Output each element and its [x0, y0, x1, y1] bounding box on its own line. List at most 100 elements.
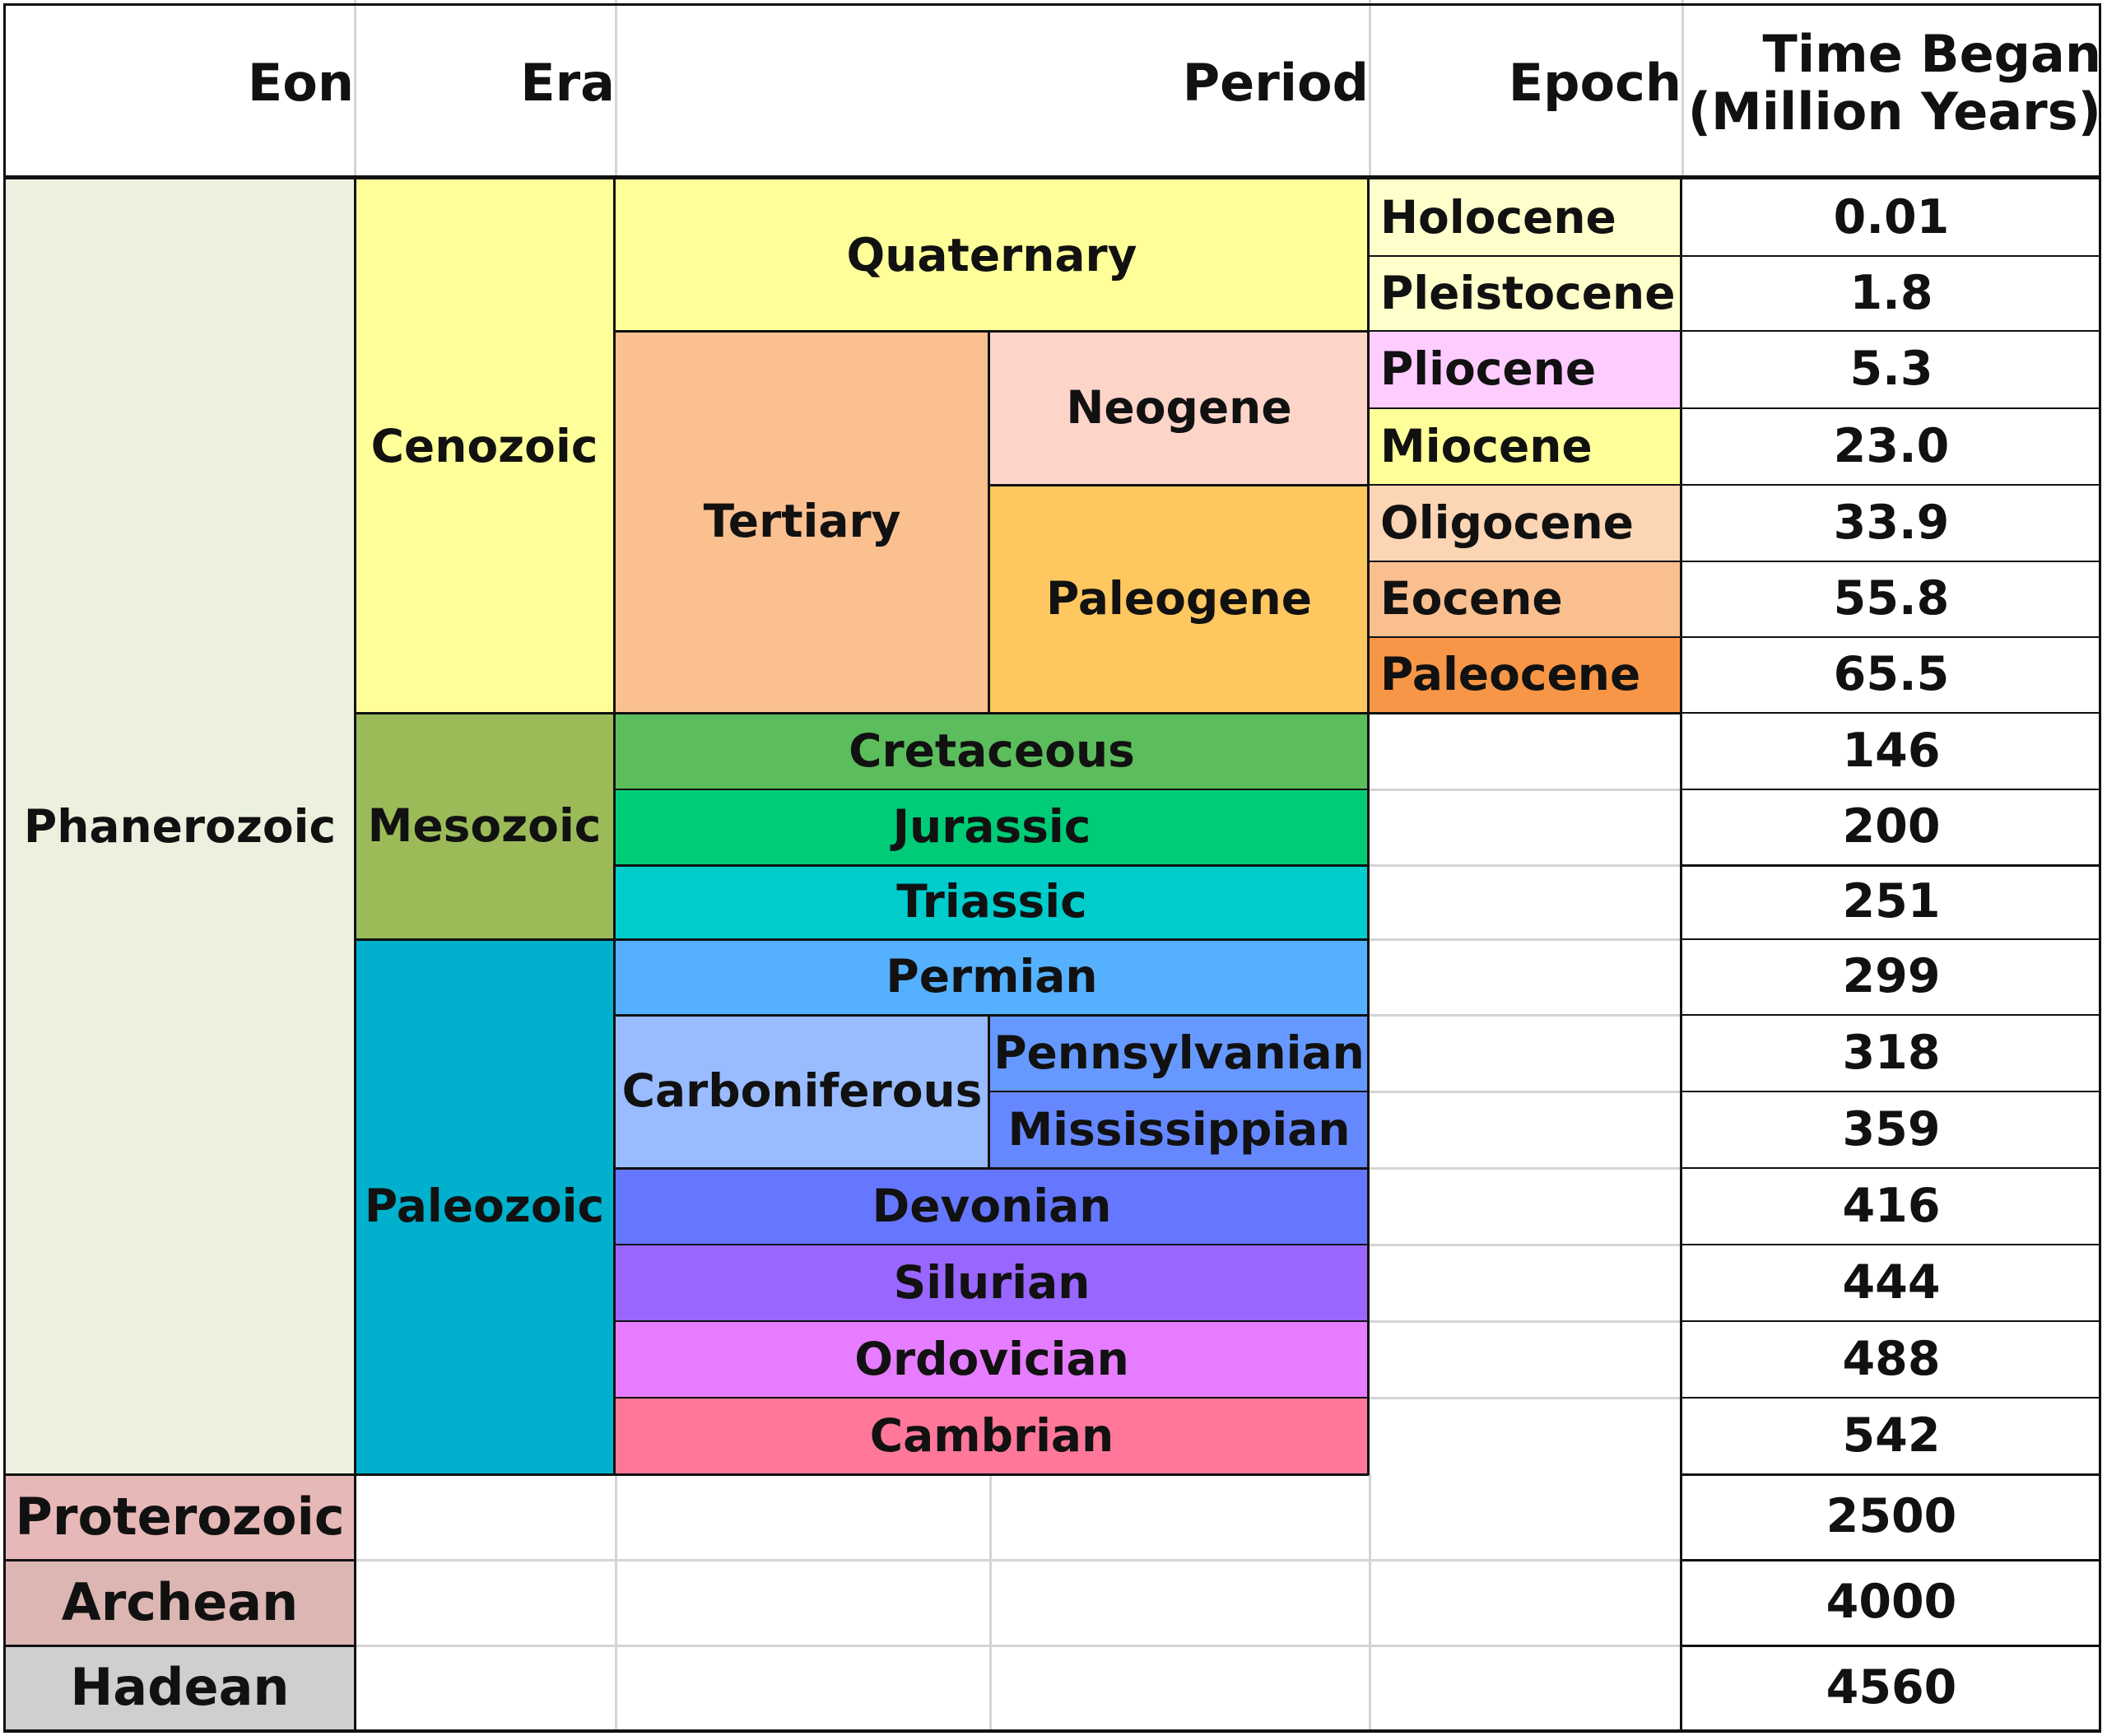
header-epoch: Epoch — [1508, 52, 1681, 113]
header-time-began: Time Began (Million Years) — [1681, 0, 2101, 175]
border-line — [615, 1244, 1369, 1245]
header-era: Era — [520, 52, 615, 113]
epoch-paleocene: Paleocene — [1369, 636, 1681, 712]
border-line — [1681, 1167, 2101, 1169]
border-line — [1681, 330, 2101, 332]
border-line — [354, 938, 1369, 941]
gridline — [1369, 1167, 1681, 1170]
time-triassic: 251 — [1842, 874, 1941, 929]
border-line — [1681, 1244, 2101, 1245]
gridline — [615, 1473, 617, 1729]
eon-phanerozoic: Phanerozoic — [6, 179, 354, 1473]
period-ordovician: Ordovician — [615, 1320, 1369, 1397]
border-line — [1369, 330, 1681, 332]
period-triassic: Triassic — [615, 864, 1369, 938]
eon-hadean: Hadean — [6, 1645, 354, 1729]
time-pliocene: 5.3 — [1849, 342, 1933, 396]
border-line — [1681, 789, 2101, 790]
border-line — [354, 175, 356, 1733]
border-line — [1681, 407, 2101, 409]
time-miocene: 23.0 — [1833, 418, 1950, 473]
epoch-miocene: Miocene — [1369, 407, 1681, 484]
gridline — [615, 0, 617, 175]
era-mesozoic: Mesozoic — [354, 712, 615, 938]
border-line — [3, 3, 6, 1733]
border-line — [1681, 1091, 2101, 1092]
header-time-line1: Time Began — [1762, 24, 2101, 85]
border-line — [3, 175, 2101, 179]
header-eon: Eon — [247, 52, 354, 113]
border-line — [615, 1014, 1369, 1017]
gridline — [1369, 1320, 1681, 1323]
border-line — [613, 175, 616, 1475]
border-line — [354, 712, 1681, 714]
period-mississippian: Mississippian — [989, 1091, 1369, 1167]
time-ordovician: 488 — [1842, 1331, 1941, 1386]
border-line — [3, 1645, 354, 1647]
gridline — [1369, 1473, 1371, 1729]
border-line — [2099, 3, 2101, 1733]
border-line — [3, 3, 2101, 6]
time-cambrian: 542 — [1842, 1408, 1941, 1463]
border-line — [615, 789, 1369, 790]
gridline — [1369, 1244, 1681, 1246]
epoch-pleistocene: Pleistocene — [1369, 255, 1681, 330]
border-line — [1681, 1320, 2101, 1322]
border-line — [1681, 561, 2101, 562]
epoch-holocene: Holocene — [1369, 179, 1681, 255]
border-line — [1681, 1014, 2101, 1016]
gridline — [1681, 0, 1684, 175]
period-quaternary: Quaternary — [615, 179, 1369, 330]
time-pennsylvanian: 318 — [1842, 1025, 1941, 1080]
period-paleogene: Paleogene — [989, 484, 1369, 712]
period-neogene: Neogene — [989, 330, 1369, 484]
gridline — [354, 1645, 1681, 1647]
border-line — [615, 1320, 1369, 1322]
border-line — [1681, 484, 2101, 486]
era-cenozoic: Cenozoic — [354, 179, 615, 712]
era-paleozoic: Paleozoic — [354, 938, 615, 1473]
border-line — [1681, 1559, 2101, 1561]
epoch-eocene: Eocene — [1369, 561, 1681, 636]
period-cambrian: Cambrian — [615, 1397, 1369, 1473]
border-line — [1681, 1397, 2101, 1399]
gridline — [1369, 789, 1681, 791]
border-line — [1681, 1645, 2101, 1647]
border-line — [1369, 636, 1681, 638]
border-line — [1369, 484, 1681, 486]
gridline — [354, 0, 356, 175]
border-line — [1367, 175, 1370, 1475]
gridline — [354, 1559, 1681, 1561]
border-line — [1680, 175, 1682, 1733]
border-line — [1681, 255, 2101, 257]
border-line — [615, 330, 1369, 333]
time-devonian: 416 — [1842, 1178, 1941, 1233]
time-hadean: 4560 — [1826, 1659, 1957, 1715]
period-tertiary: Tertiary — [615, 330, 989, 712]
border-line — [1681, 864, 2101, 867]
header-time-line2: (Million Years) — [1687, 81, 2101, 142]
gridline — [989, 1473, 992, 1729]
time-oligocene: 33.9 — [1833, 495, 1950, 550]
border-line — [1681, 938, 2101, 940]
border-line — [3, 1559, 354, 1561]
gridline — [1369, 1397, 1681, 1399]
gridline — [1369, 1091, 1681, 1093]
border-line — [1369, 255, 1681, 257]
epoch-pliocene: Pliocene — [1369, 330, 1681, 407]
border-line — [1369, 407, 1681, 409]
border-line — [989, 1091, 1369, 1092]
period-pennsylvanian: Pennsylvanian — [989, 1014, 1369, 1091]
border-line — [1681, 1473, 2101, 1476]
border-line — [989, 484, 1369, 486]
eon-archean: Archean — [6, 1559, 354, 1645]
border-line — [1369, 561, 1681, 562]
period-cretaceous: Cretaceous — [615, 712, 1369, 789]
time-eocene: 55.8 — [1833, 571, 1950, 626]
time-pleistocene: 1.8 — [1849, 265, 1933, 320]
period-permian: Permian — [615, 938, 1369, 1014]
time-paleocene: 65.5 — [1833, 647, 1950, 701]
gridline — [1369, 1014, 1681, 1017]
border-line — [1681, 712, 2101, 714]
